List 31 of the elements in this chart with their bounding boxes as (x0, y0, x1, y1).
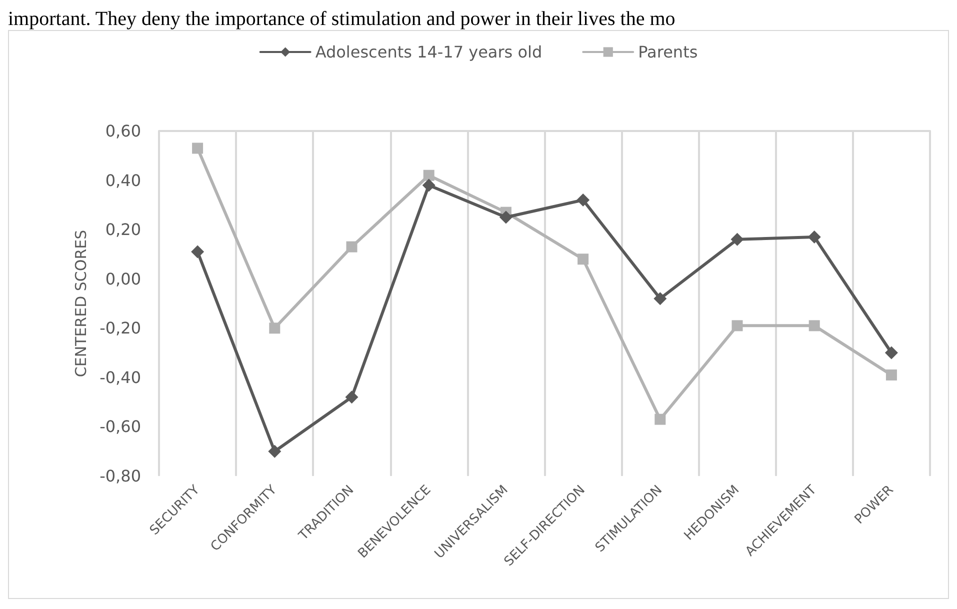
y-tick-label: -0,60 (100, 417, 141, 436)
point (732, 320, 743, 332)
text: important. They deny the importance of stimulation and power in their lives the mo (8, 8, 676, 30)
y-tick-label: -0,40 (100, 368, 141, 387)
point (654, 414, 666, 425)
point (423, 170, 434, 181)
point (422, 178, 436, 192)
y-tick-label: 0,60 (105, 122, 141, 140)
point (808, 230, 821, 244)
point (808, 320, 820, 332)
point (269, 322, 280, 334)
y-tick-label: 0,40 (105, 170, 141, 190)
legend-label: Adolescents 14-17 years old (315, 42, 542, 62)
y-tick-label: -0,20 (100, 318, 141, 338)
point (884, 346, 898, 360)
point (192, 142, 204, 154)
y-tick-label: -0,80 (100, 466, 141, 486)
point (730, 232, 744, 246)
point (576, 194, 590, 206)
y-tick-label: 0,20 (105, 220, 141, 240)
point (578, 254, 589, 265)
legend-label: Parents (638, 42, 698, 62)
point (499, 210, 512, 224)
y-axis-title: CENTERED SCORES (72, 230, 90, 378)
point (268, 444, 282, 458)
point (191, 245, 204, 258)
y-tick-label: 0,00 (105, 269, 141, 288)
point (346, 241, 358, 252)
point (345, 390, 358, 404)
point (886, 369, 897, 380)
point (654, 292, 667, 306)
